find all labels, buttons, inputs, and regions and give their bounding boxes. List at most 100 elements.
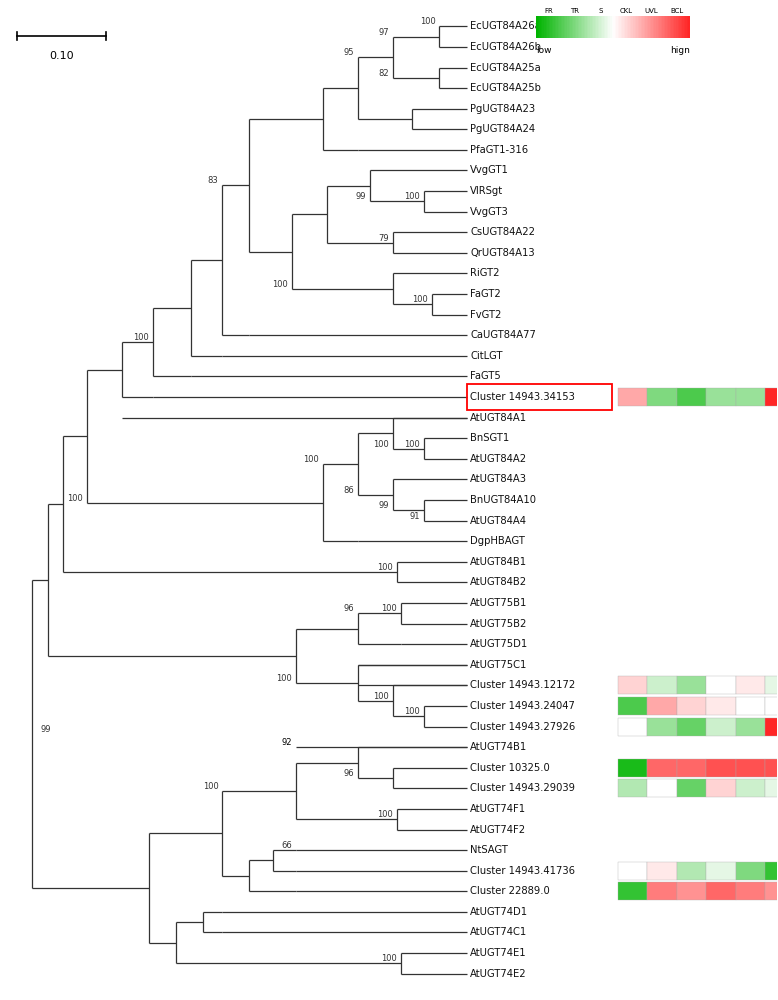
Bar bbox=[604, 16, 605, 38]
Bar bbox=[640, 16, 642, 38]
Bar bbox=[706, 718, 735, 736]
Text: low: low bbox=[536, 46, 552, 55]
Bar bbox=[662, 16, 664, 38]
Bar bbox=[706, 388, 735, 406]
Bar bbox=[548, 16, 550, 38]
Bar bbox=[642, 16, 643, 38]
Text: 99: 99 bbox=[356, 192, 366, 201]
Bar bbox=[572, 16, 573, 38]
Text: FaGT2: FaGT2 bbox=[471, 289, 501, 299]
Text: 96: 96 bbox=[344, 604, 354, 613]
Text: AtUGT75C1: AtUGT75C1 bbox=[471, 660, 527, 670]
Bar bbox=[653, 16, 654, 38]
Bar bbox=[627, 16, 629, 38]
Bar bbox=[624, 16, 626, 38]
Bar bbox=[618, 759, 647, 777]
Text: 92: 92 bbox=[282, 738, 292, 747]
Bar bbox=[550, 16, 552, 38]
Text: 100: 100 bbox=[405, 440, 420, 449]
Bar bbox=[673, 16, 675, 38]
Bar bbox=[618, 882, 647, 900]
Bar bbox=[618, 779, 647, 797]
Text: EcUGT84A26b: EcUGT84A26b bbox=[471, 42, 541, 52]
Bar bbox=[591, 16, 593, 38]
Bar bbox=[735, 718, 765, 736]
Bar bbox=[630, 16, 632, 38]
Text: 79: 79 bbox=[378, 234, 389, 243]
Bar bbox=[618, 862, 647, 880]
Text: Cluster 14943.34153: Cluster 14943.34153 bbox=[471, 392, 575, 402]
Bar bbox=[677, 779, 706, 797]
Bar bbox=[593, 16, 594, 38]
Text: 100: 100 bbox=[405, 707, 420, 716]
Text: 100: 100 bbox=[373, 692, 389, 701]
Text: PgUGT84A23: PgUGT84A23 bbox=[471, 104, 535, 114]
Bar bbox=[656, 16, 657, 38]
Text: Cluster 14943.41736: Cluster 14943.41736 bbox=[471, 866, 576, 876]
Text: 100: 100 bbox=[67, 494, 82, 503]
Bar bbox=[584, 16, 585, 38]
Text: 100: 100 bbox=[272, 280, 288, 289]
Bar bbox=[618, 388, 647, 406]
Bar bbox=[765, 862, 778, 880]
Bar bbox=[612, 16, 613, 38]
Text: Cluster 22889.0: Cluster 22889.0 bbox=[471, 886, 550, 896]
Bar bbox=[618, 718, 647, 736]
Bar bbox=[654, 16, 656, 38]
Text: CKL: CKL bbox=[619, 8, 633, 14]
Text: 97: 97 bbox=[378, 28, 389, 37]
Text: 91: 91 bbox=[409, 512, 420, 521]
Bar bbox=[633, 16, 635, 38]
Text: AtUGT84A1: AtUGT84A1 bbox=[471, 413, 527, 423]
Bar bbox=[706, 882, 735, 900]
Bar bbox=[735, 882, 765, 900]
Text: 99: 99 bbox=[379, 501, 389, 510]
Bar bbox=[621, 16, 622, 38]
Text: Cluster 14943.12172: Cluster 14943.12172 bbox=[471, 680, 576, 690]
Bar bbox=[567, 16, 569, 38]
Bar bbox=[665, 16, 667, 38]
Bar bbox=[735, 676, 765, 694]
Bar bbox=[687, 16, 689, 38]
Text: AtUGT74F2: AtUGT74F2 bbox=[471, 825, 527, 835]
Text: AtUGT84B2: AtUGT84B2 bbox=[471, 577, 527, 587]
Text: 0.10: 0.10 bbox=[49, 51, 74, 61]
Text: 100: 100 bbox=[276, 674, 292, 683]
Text: AtUGT75D1: AtUGT75D1 bbox=[471, 639, 528, 649]
Text: AtUGT74F1: AtUGT74F1 bbox=[471, 804, 527, 814]
Bar bbox=[601, 16, 602, 38]
Bar bbox=[629, 16, 630, 38]
Bar bbox=[647, 759, 677, 777]
Bar bbox=[598, 16, 599, 38]
Bar bbox=[599, 16, 601, 38]
Text: hign: hign bbox=[670, 46, 690, 55]
Bar bbox=[559, 16, 561, 38]
Bar bbox=[647, 882, 677, 900]
Bar bbox=[632, 16, 633, 38]
Bar bbox=[581, 16, 583, 38]
Bar bbox=[765, 388, 778, 406]
Bar bbox=[615, 16, 616, 38]
Text: Cluster 14943.27926: Cluster 14943.27926 bbox=[471, 722, 576, 732]
Bar bbox=[659, 16, 661, 38]
Bar bbox=[765, 676, 778, 694]
Bar bbox=[661, 16, 662, 38]
Text: AtUGT74B1: AtUGT74B1 bbox=[471, 742, 527, 752]
Text: PgUGT84A24: PgUGT84A24 bbox=[471, 124, 535, 134]
Bar bbox=[676, 16, 678, 38]
Text: 100: 100 bbox=[203, 782, 219, 791]
Bar bbox=[685, 16, 687, 38]
Bar bbox=[765, 882, 778, 900]
Text: FvGT2: FvGT2 bbox=[471, 310, 502, 320]
Text: BnSGT1: BnSGT1 bbox=[471, 433, 510, 443]
Text: VIRSgt: VIRSgt bbox=[471, 186, 503, 196]
Bar bbox=[555, 16, 556, 38]
Bar bbox=[583, 16, 584, 38]
Text: 86: 86 bbox=[343, 486, 354, 495]
Bar bbox=[677, 676, 706, 694]
Text: EcUGT84A26a: EcUGT84A26a bbox=[471, 21, 541, 31]
Bar bbox=[706, 862, 735, 880]
Bar bbox=[575, 16, 576, 38]
Bar bbox=[547, 16, 548, 38]
Text: AtUGT74D1: AtUGT74D1 bbox=[471, 907, 528, 917]
